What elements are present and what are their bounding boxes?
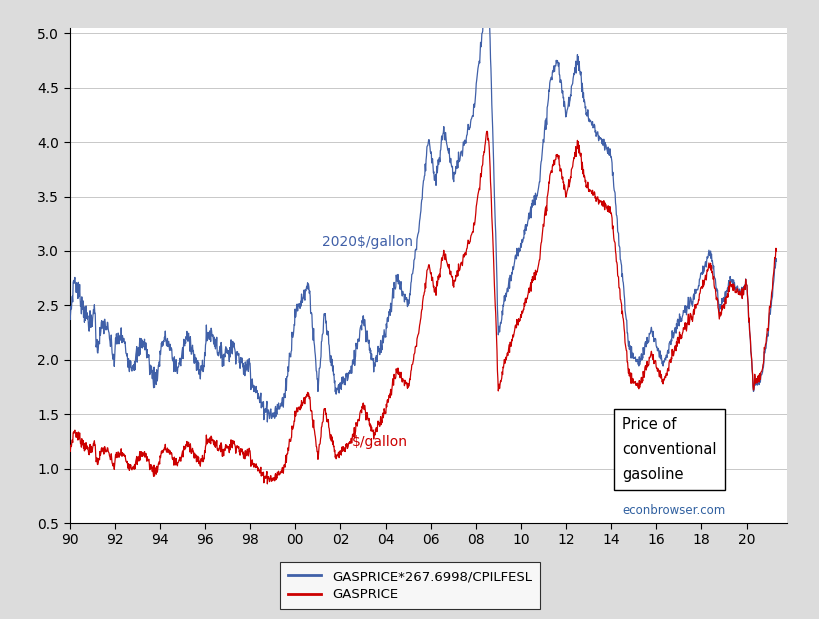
Legend: GASPRICE*267.6998/CPILFESL, GASPRICE: GASPRICE*267.6998/CPILFESL, GASPRICE — [280, 562, 539, 609]
Text: Price of
conventional
gasoline: Price of conventional gasoline — [622, 417, 716, 482]
Text: econbrowser.com: econbrowser.com — [622, 503, 725, 516]
Text: $/gallon: $/gallon — [351, 435, 407, 449]
Text: 2020$/gallon: 2020$/gallon — [322, 235, 413, 249]
